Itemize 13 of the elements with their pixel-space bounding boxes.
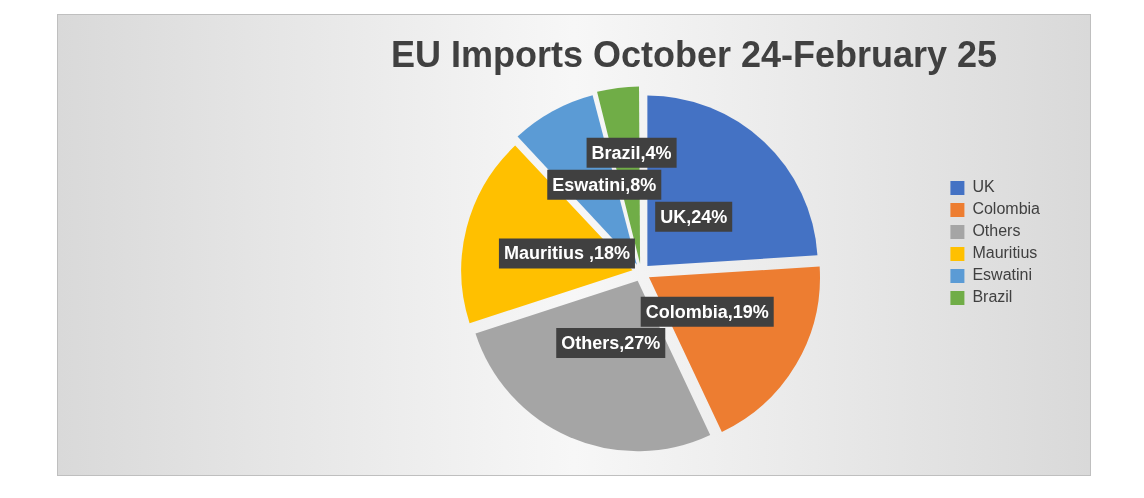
data-label: Mauritius ,18% xyxy=(503,243,630,264)
data-label: Brazil,4% xyxy=(591,142,672,163)
legend-label: Mauritius xyxy=(972,244,1038,262)
data-label: Others,27% xyxy=(561,332,661,353)
data-label: UK,24% xyxy=(660,206,728,227)
data-label: Colombia,19% xyxy=(645,301,769,322)
legend-label: Colombia xyxy=(972,200,1041,218)
legend-label: Brazil xyxy=(972,288,1013,306)
data-label: Eswatini,8% xyxy=(552,174,657,195)
chart-title: EU Imports October 24-February 25 xyxy=(390,33,998,75)
legend-label: UK xyxy=(972,178,995,196)
legend-label: Eswatini xyxy=(972,266,1032,284)
legend-label: Others xyxy=(972,222,1021,240)
